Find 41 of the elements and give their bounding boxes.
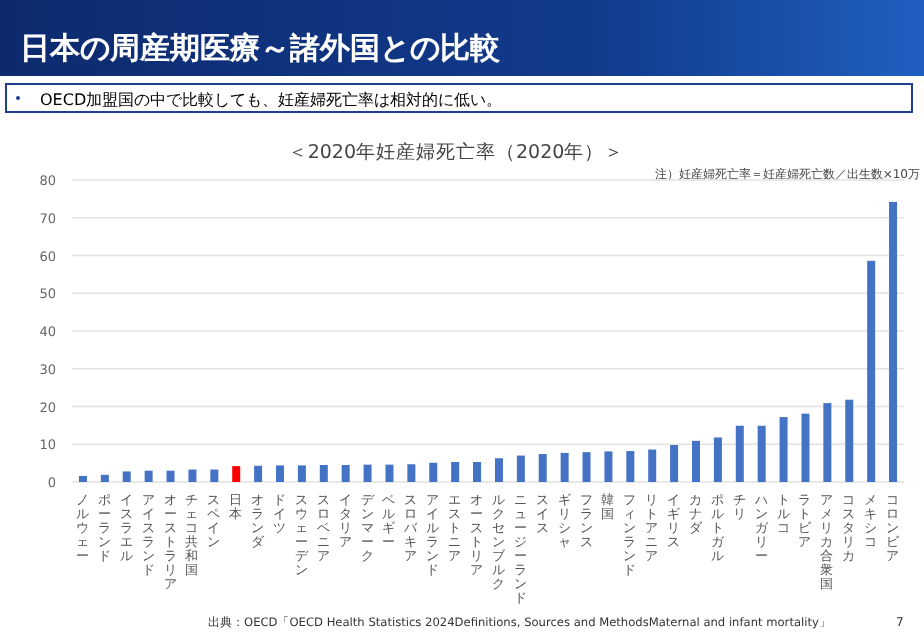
bar <box>626 451 635 482</box>
text: OECD加盟国の中で比較しても、妊産婦死亡率は相対的に低い。 <box>40 91 503 109</box>
bar <box>341 465 350 482</box>
bar <box>801 413 810 482</box>
bar <box>713 437 722 482</box>
bar <box>473 461 482 482</box>
bar <box>210 469 219 482</box>
bar <box>407 464 416 482</box>
bar <box>144 470 153 482</box>
bar <box>692 440 700 482</box>
bar <box>166 470 175 482</box>
bar <box>757 425 766 482</box>
bar <box>451 461 460 482</box>
bar <box>582 452 591 482</box>
bar <box>648 449 657 482</box>
bar <box>779 417 788 482</box>
bar <box>735 425 744 482</box>
bar <box>297 465 306 482</box>
bar <box>538 454 547 482</box>
bar <box>516 455 525 482</box>
bar <box>254 465 263 482</box>
bar <box>560 452 569 482</box>
bar <box>188 469 197 482</box>
bar <box>276 465 284 482</box>
text: 日本の周産期医療～諸外国との比較 <box>20 30 502 66</box>
bar <box>845 399 854 482</box>
bar <box>78 475 87 482</box>
bar <box>823 403 832 482</box>
bar <box>494 458 503 482</box>
bar <box>670 445 679 482</box>
bar <box>122 471 131 482</box>
bar <box>867 260 876 482</box>
chart-title: ＜2020年妊産婦死亡率（2020年）＞ <box>287 140 625 164</box>
bar <box>429 462 438 482</box>
bar <box>889 201 898 482</box>
bar <box>100 474 109 482</box>
bar <box>604 451 613 482</box>
bar <box>363 464 372 482</box>
bar <box>385 464 394 482</box>
bar <box>319 465 328 482</box>
bar <box>232 466 241 482</box>
